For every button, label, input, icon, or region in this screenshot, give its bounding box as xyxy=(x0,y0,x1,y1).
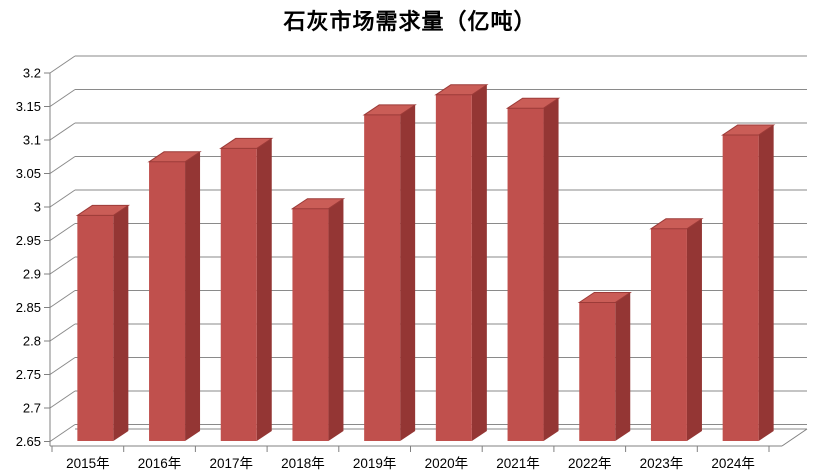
chart-title: 石灰市场需求量（亿吨） xyxy=(283,9,537,35)
bar-front-face xyxy=(435,94,472,442)
bar-front-face xyxy=(650,228,687,441)
gridline-depth-connector xyxy=(49,290,76,308)
bar-side-face xyxy=(256,138,272,441)
x-axis-label: 2015年 xyxy=(66,456,110,471)
gridline-depth-connector xyxy=(49,424,76,442)
y-axis-label: 2.8 xyxy=(23,334,41,349)
y-axis-label: 3.1 xyxy=(23,133,41,148)
gridline-depth-connector xyxy=(49,223,76,241)
bar-top-face xyxy=(290,198,346,210)
bar-2024年 xyxy=(720,124,776,441)
bar-2015年 xyxy=(75,204,131,441)
y-axis-label: 3.15 xyxy=(16,99,41,114)
gridline-depth-connector xyxy=(49,156,76,174)
y-axis-label: 2.65 xyxy=(16,434,41,449)
bar-side-face xyxy=(686,218,702,441)
y-axis-label: 3 xyxy=(34,200,41,215)
bar-top-face xyxy=(505,97,561,109)
bar-2023年 xyxy=(649,218,704,441)
bar-2016年 xyxy=(147,151,202,442)
bar-side-face xyxy=(185,151,201,442)
y-axis-label: 2.85 xyxy=(16,300,41,315)
bar-top-face xyxy=(75,204,131,216)
bar-front-face xyxy=(220,148,257,441)
bar-top-face xyxy=(362,104,417,116)
x-axis-label: 2022年 xyxy=(568,456,612,471)
y-axis-label: 2.7 xyxy=(23,401,41,416)
x-axis-label: 2018年 xyxy=(281,456,325,471)
gridline-depth-connector xyxy=(49,189,76,208)
bar-top-face xyxy=(219,137,274,149)
bar-front-face xyxy=(77,215,114,441)
x-axis-label: 2024年 xyxy=(711,456,755,471)
bar-front-face xyxy=(579,302,616,441)
bar-front-face xyxy=(149,161,186,442)
gridline-depth-connector xyxy=(49,89,76,107)
bar-top-face xyxy=(577,292,632,303)
gridline-depth-connector xyxy=(49,390,76,409)
bar-top-face xyxy=(434,84,489,96)
bar-top-face xyxy=(147,151,202,163)
bar-side-face xyxy=(758,125,774,441)
x-axis-label: 2020年 xyxy=(425,456,469,471)
bar-2018年 xyxy=(290,198,346,441)
gridline-depth-connector xyxy=(49,256,76,275)
x-axis-label: 2017年 xyxy=(209,456,253,471)
bar-side-face xyxy=(615,292,631,441)
bar-2022年 xyxy=(577,292,632,441)
y-axis-label: 2.95 xyxy=(16,233,41,248)
bar-side-face xyxy=(471,84,487,442)
x-axis-label: 2016年 xyxy=(138,456,182,471)
x-axis-label: 2019年 xyxy=(353,456,397,471)
bar-2017年 xyxy=(219,137,274,441)
x-axis-label: 2023年 xyxy=(640,456,684,471)
floor-right-edge xyxy=(781,428,808,447)
bar-front-face xyxy=(292,208,329,441)
bar-top-face xyxy=(720,124,776,136)
bar-front-face xyxy=(507,108,544,441)
gridline-depth-connector xyxy=(49,323,76,342)
bar-2019年 xyxy=(362,104,417,442)
bar-top-face xyxy=(649,218,704,230)
x-axis-label: 2021年 xyxy=(496,456,540,471)
gridline-depth-connector xyxy=(49,55,76,74)
y-axis-label: 2.9 xyxy=(23,267,41,282)
bar-2020年 xyxy=(434,84,489,442)
gridline-depth-connector xyxy=(49,357,76,375)
bar-side-face xyxy=(328,198,344,441)
gridline-depth-connector xyxy=(49,122,76,141)
bar-side-face xyxy=(543,98,559,441)
bar-2021年 xyxy=(505,97,561,441)
bar-front-face xyxy=(364,114,401,442)
y-axis-label: 2.75 xyxy=(16,367,41,382)
bar-side-face xyxy=(400,104,416,442)
bar-side-face xyxy=(113,205,129,441)
y-axis-label: 3.2 xyxy=(23,66,41,81)
y-axis-label: 3.05 xyxy=(16,166,41,181)
bar-front-face xyxy=(722,135,759,441)
